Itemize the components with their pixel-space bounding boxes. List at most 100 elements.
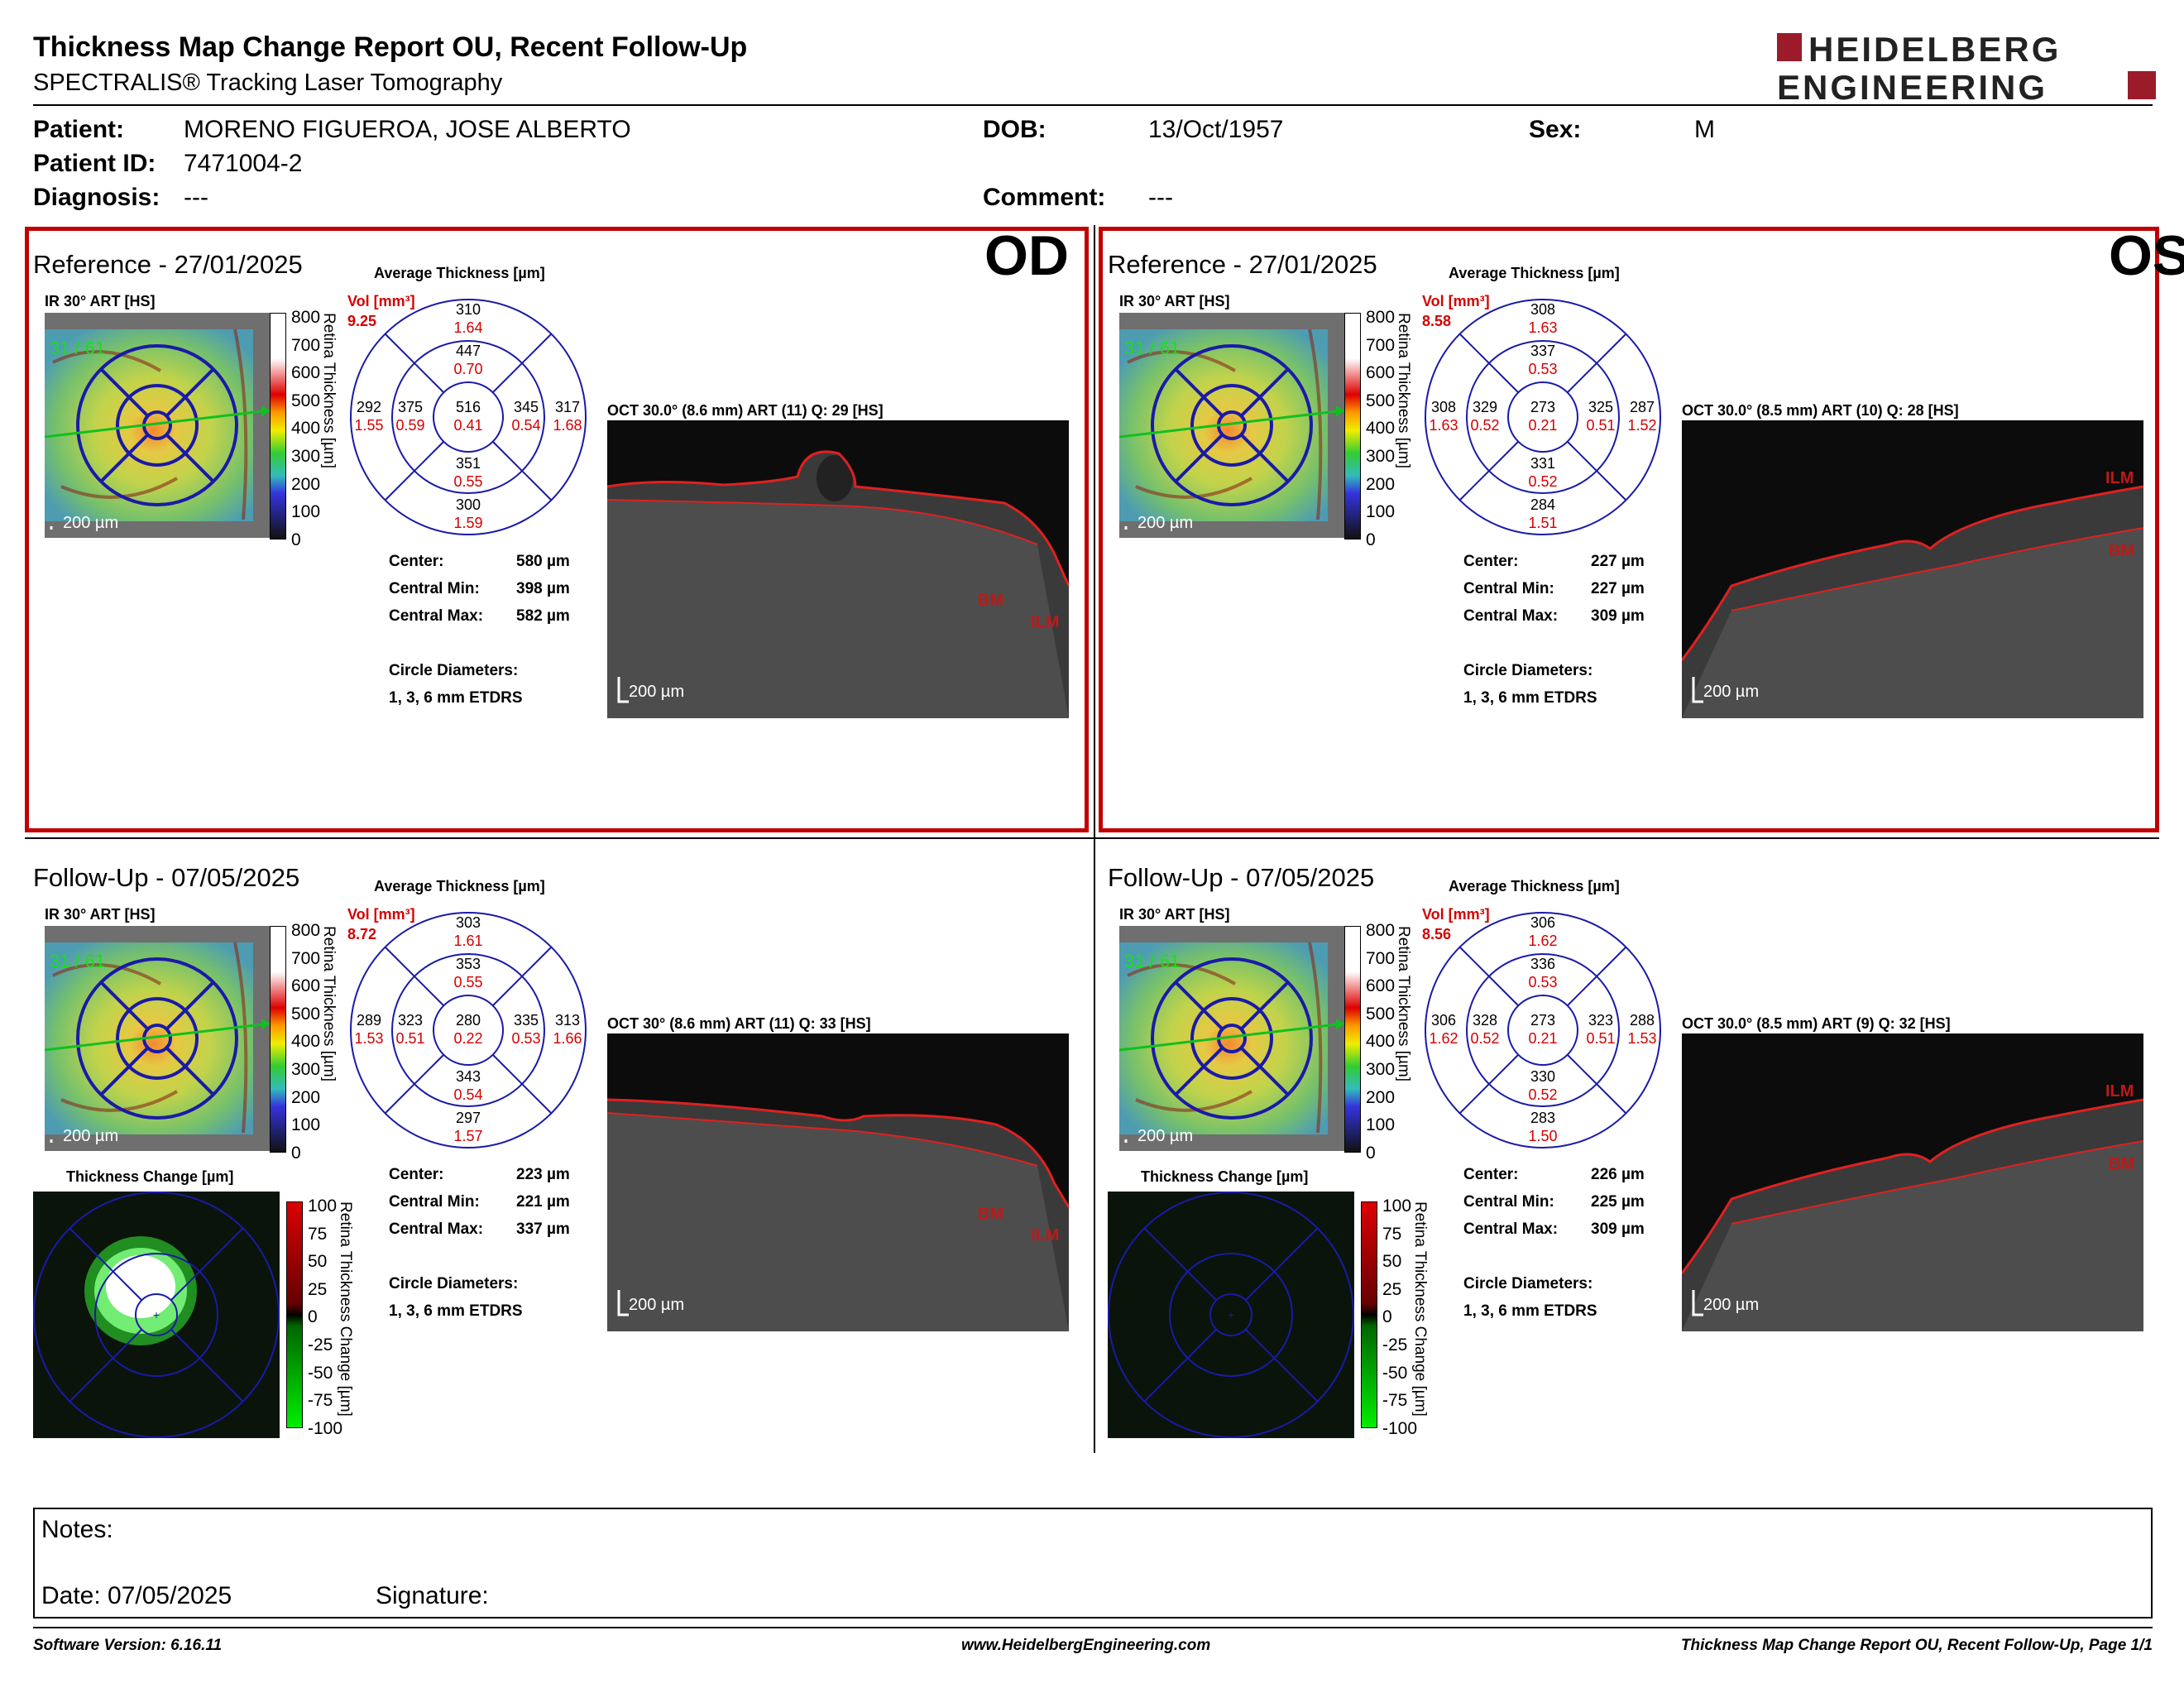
scale-tick: 300 xyxy=(291,1060,321,1079)
scale-tick: 500 xyxy=(291,391,321,410)
stat-max-label: Central Max: xyxy=(1463,607,1559,625)
scale-axis-label: Retina Thickness [µm] xyxy=(1395,313,1412,468)
svg-text:BM: BM xyxy=(2109,542,2134,560)
vol-label: Vol [mm³] xyxy=(1422,906,1490,923)
scale-tick: 500 xyxy=(1366,1004,1396,1024)
etdrs-value: 335 xyxy=(514,1012,539,1029)
panel-header: Reference - 27/01/2025 xyxy=(33,250,303,279)
etdrs-value: 1.52 xyxy=(1627,417,1656,434)
scale-axis-label: Retina Thickness [µm] xyxy=(320,926,338,1081)
avg-thickness-label: Average Thickness [µm] xyxy=(374,265,545,281)
scale-tick: 800 xyxy=(291,308,321,327)
etdrs-value: 351 xyxy=(456,455,481,472)
svg-text:BM: BM xyxy=(2109,1155,2134,1173)
etdrs-value: 0.55 xyxy=(453,974,482,990)
notes-date: Date: 07/05/2025 xyxy=(41,1582,232,1609)
thickness-change-map: + xyxy=(1108,1192,1354,1438)
etdrs-value: 1.51 xyxy=(1528,515,1557,531)
scale-tick: 800 xyxy=(291,921,321,940)
thickness-change-map: + xyxy=(33,1192,280,1438)
etdrs-value: 0.21 xyxy=(1528,1030,1557,1047)
color-scale: 800 700 600 500 400 300 200 100 0 Retina Thickne… xyxy=(1344,308,1412,549)
website: www.HeidelbergEngineering.com xyxy=(961,1637,1211,1654)
stat-center-label: Center: xyxy=(389,553,444,570)
scale-tick: 50 xyxy=(1382,1252,1402,1272)
etdrs-grid-chart: 310 1.64 447 0.70 292 1.55 375 0.59 516 0.41 34… xyxy=(347,296,589,538)
etdrs-value: 297 xyxy=(456,1110,481,1126)
ir-thickness-map: 31 / 61 200 µm xyxy=(1118,926,1345,1151)
color-scale: 100 75 50 25 0 -25 -50 -75 -100 Retina Thickness… xyxy=(286,1196,354,1438)
svg-text:31 / 61: 31 / 61 xyxy=(50,951,105,971)
scale-tick: 100 xyxy=(1366,502,1396,522)
stat-max-value: 309 µm xyxy=(1591,1220,1645,1238)
scale-tick: 75 xyxy=(308,1224,328,1244)
sex-value: M xyxy=(1694,116,1715,143)
svg-text:31 / 61: 31 / 61 xyxy=(1124,951,1180,971)
report-subtitle: SPECTRALIS® Tracking Laser Tomography xyxy=(33,70,503,96)
etdrs-value: 280 xyxy=(456,1012,481,1029)
etdrs-value: 0.51 xyxy=(1586,417,1615,434)
comment-label: Comment: xyxy=(983,184,1106,211)
etdrs-value: 516 xyxy=(456,399,481,415)
scale-tick: 700 xyxy=(1366,335,1396,355)
etdrs-value: 343 xyxy=(456,1068,481,1085)
svg-text:200 µm: 200 µm xyxy=(63,514,118,532)
svg-text:200 µm: 200 µm xyxy=(1138,1127,1193,1145)
svg-text:200 µm: 200 µm xyxy=(629,1296,684,1314)
patient-id-value: 7471004-2 xyxy=(184,150,303,177)
scale-tick: 400 xyxy=(291,1032,321,1052)
heidelberg-logo: HEIDELBERG ENGINEERING xyxy=(1777,30,2158,107)
scale-tick: -100 xyxy=(1382,1418,1418,1438)
scale-tick: -25 xyxy=(308,1336,333,1355)
scale-tick: 75 xyxy=(1382,1224,1402,1244)
stat-min-label: Central Min: xyxy=(389,580,480,597)
etdrs-value: 0.53 xyxy=(511,1030,540,1047)
color-bar xyxy=(1361,1201,1377,1428)
vol-label: Vol [mm³] xyxy=(1422,293,1490,309)
etdrs-value: 289 xyxy=(357,1012,381,1029)
etdrs-value: 0.53 xyxy=(1528,974,1557,990)
stat-center-value: 227 µm xyxy=(1591,553,1645,570)
etdrs-value: 300 xyxy=(456,496,481,513)
vol-label: Vol [mm³] xyxy=(347,293,415,309)
patient-label: Patient: xyxy=(33,116,125,143)
oct-label: OCT 30.0° (8.6 mm) ART (11) Q: 29 [HS] xyxy=(607,402,884,419)
signature-label: Signature: xyxy=(376,1582,489,1609)
etdrs-value: 1.63 xyxy=(1528,319,1557,336)
oct-label: OCT 30.0° (8.5 mm) ART (10) Q: 28 [HS] xyxy=(1682,402,1959,419)
circle-diameters-value: 1, 3, 6 mm ETDRS xyxy=(389,1302,523,1320)
oct-bscan: ILM BM 200 µm xyxy=(606,1033,1070,1331)
patient-id-label: Patient ID: xyxy=(33,150,156,177)
eye-label: OD xyxy=(984,224,1069,287)
scale-tick: -100 xyxy=(308,1418,343,1438)
etdrs-grid-chart: 308 1.63 337 0.53 308 1.63 329 0.52 273 0.21 32… xyxy=(1422,296,1664,538)
stat-max-value: 309 µm xyxy=(1591,607,1645,625)
etdrs-value: 331 xyxy=(1530,455,1555,472)
column-divider xyxy=(1094,225,1095,1453)
etdrs-value: 303 xyxy=(456,914,481,931)
circle-diameters-label: Circle Diameters: xyxy=(389,1275,519,1292)
stat-center-value: 226 µm xyxy=(1591,1166,1645,1183)
eye-label: OS xyxy=(2109,224,2184,287)
vol-label: Vol [mm³] xyxy=(347,906,415,923)
etdrs-value: 345 xyxy=(514,399,539,415)
report-title: Thickness Map Change Report OU, Recent F… xyxy=(33,31,748,63)
scale-tick: 0 xyxy=(1382,1307,1392,1327)
thickness-change-label: Thickness Change [µm] xyxy=(1141,1168,1309,1185)
etdrs-value: 1.62 xyxy=(1429,1030,1458,1047)
ir-thickness-map: 31 / 61 200 µm xyxy=(1118,313,1345,538)
etdrs-value: 447 xyxy=(456,343,481,359)
etdrs-value: 0.52 xyxy=(1470,1030,1499,1047)
vol-value: 8.58 xyxy=(1422,313,1452,329)
scale-tick: 400 xyxy=(1366,1032,1396,1052)
etdrs-value: 328 xyxy=(1473,1012,1497,1029)
color-bar xyxy=(1344,926,1361,1153)
svg-text:BM: BM xyxy=(978,1205,1003,1223)
scale-tick: 25 xyxy=(308,1279,328,1299)
scale-tick: 100 xyxy=(1382,1196,1412,1216)
etdrs-value: 329 xyxy=(1473,399,1497,415)
stat-max-label: Central Max: xyxy=(389,1220,484,1238)
etdrs-value: 283 xyxy=(1530,1110,1555,1126)
etdrs-value: 306 xyxy=(1431,1012,1456,1029)
scale-tick: 50 xyxy=(308,1252,328,1272)
